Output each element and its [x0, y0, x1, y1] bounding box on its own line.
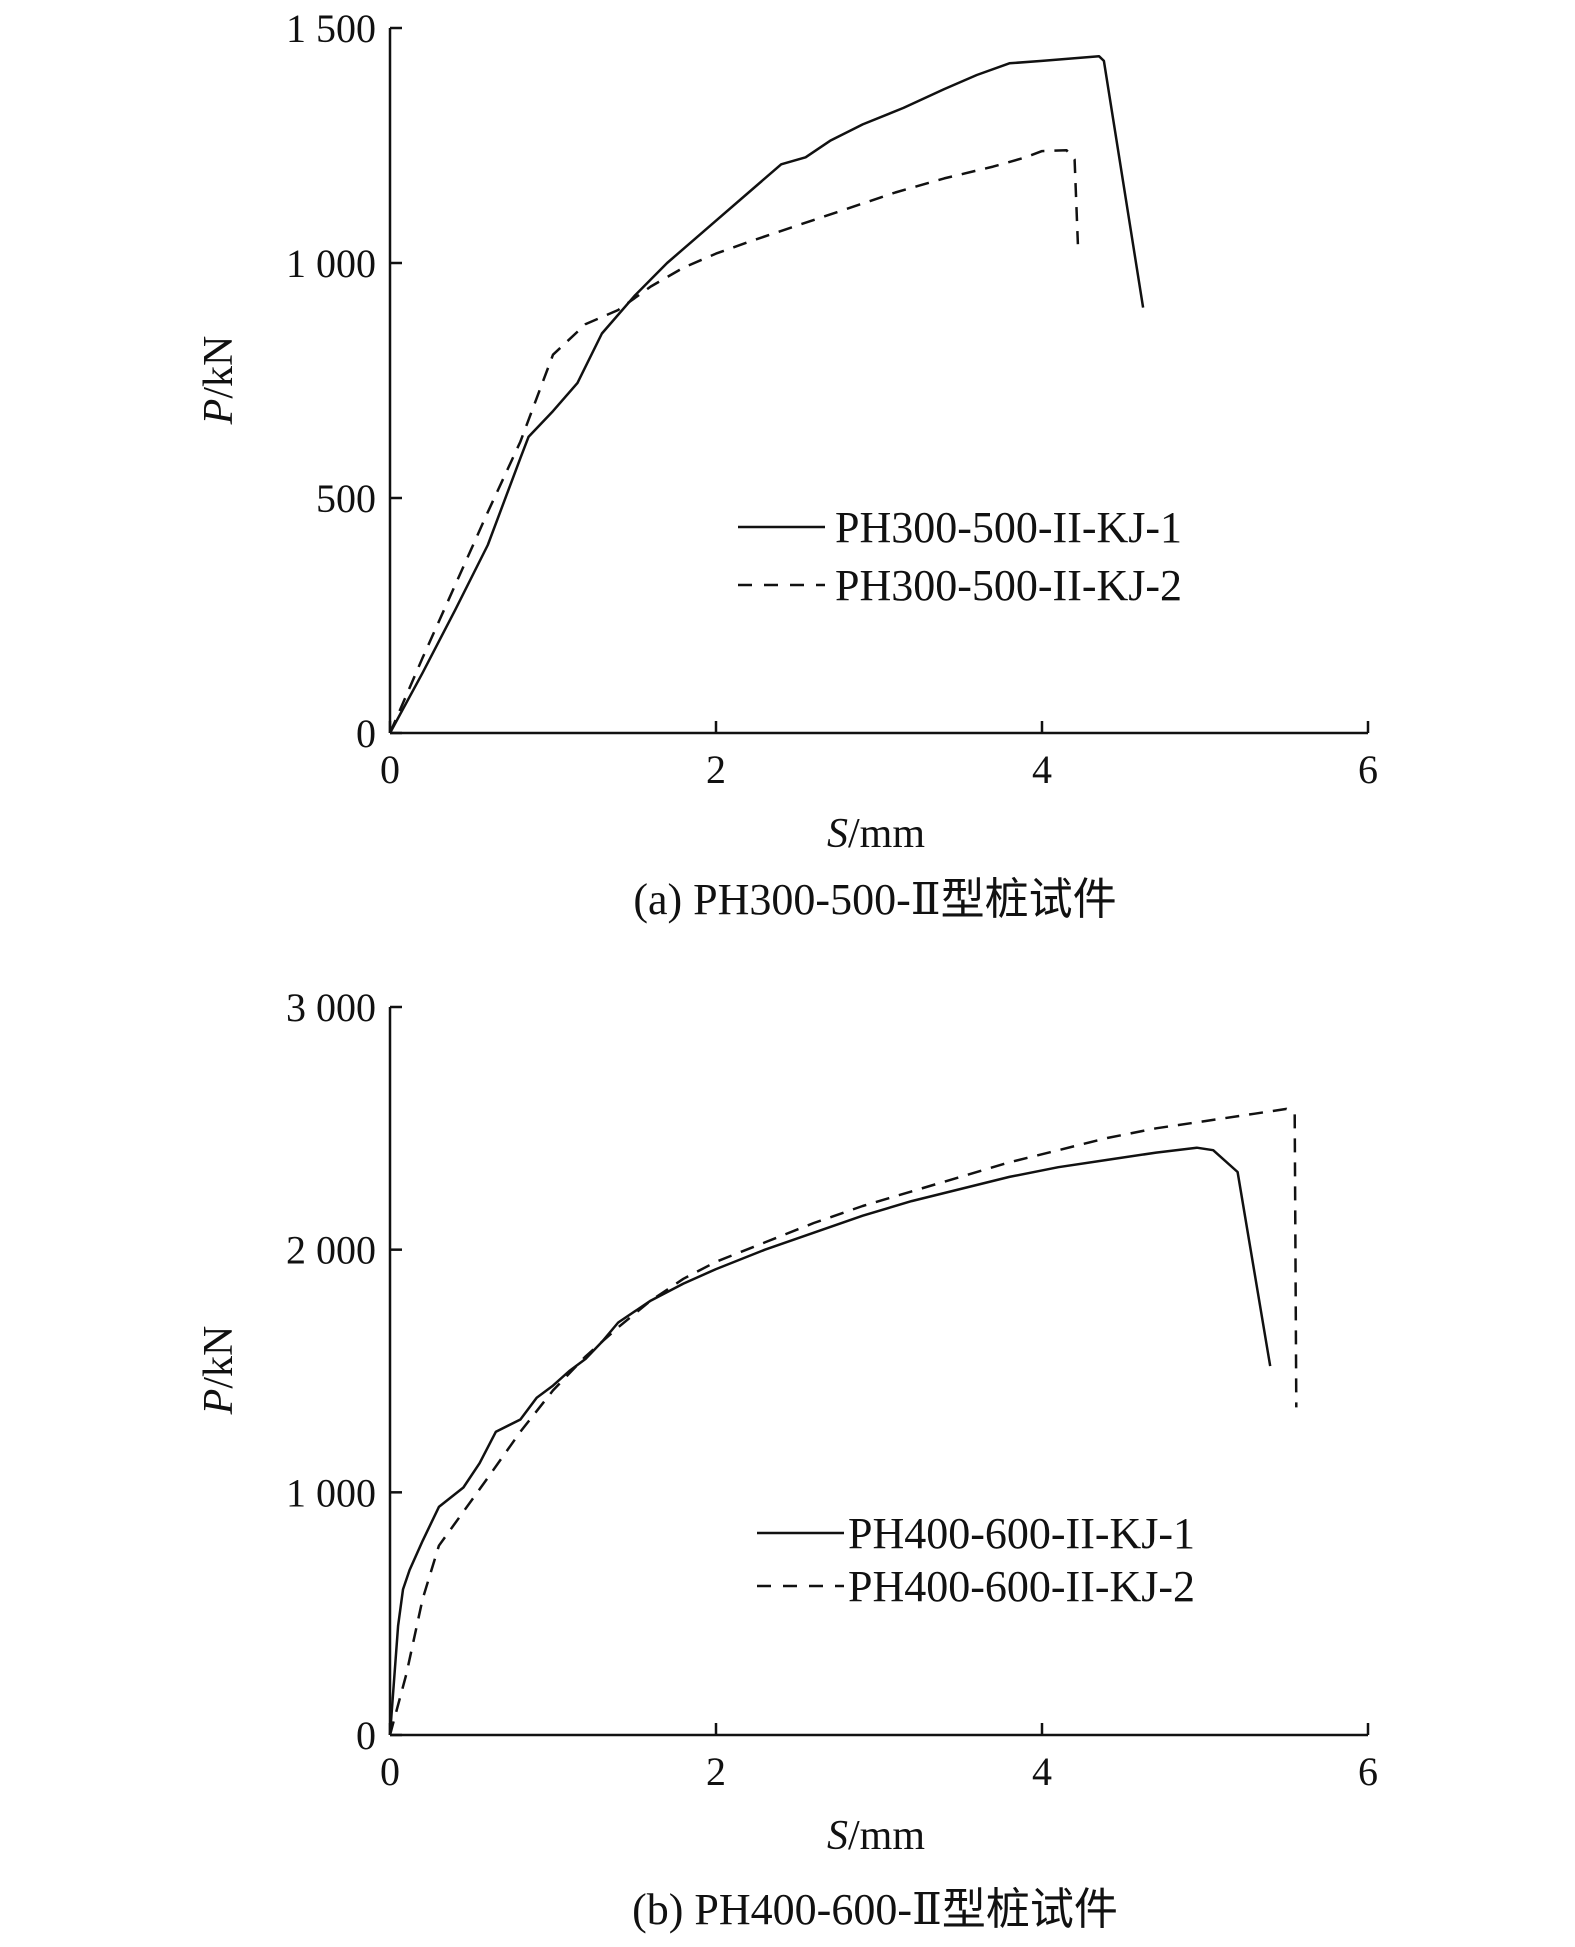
legend-b: PH400-600-II-KJ-1 PH400-600-II-KJ-2 — [757, 1509, 1195, 1611]
legend-a: PH300-500-II-KJ-1 PH300-500-II-KJ-2 — [738, 503, 1182, 610]
chart-panel-b: 0 1 000 2 000 3 000 0 2 4 6 P/kN S/mm PH400-60… — [196, 985, 1378, 1934]
y-ticks-b: 0 1 000 2 000 3 000 — [286, 985, 402, 1758]
series-line-b-1 — [388, 1146, 1272, 1736]
x-axis-label-a: S/mm — [827, 811, 925, 857]
y-tick-label-b-3: 3 000 — [286, 985, 376, 1030]
y-ticks-a: 0 500 1 000 1 500 — [286, 6, 402, 756]
x-ticks-b: 0 2 4 6 — [380, 1723, 1378, 1794]
plot-area-b — [388, 1107, 1298, 1736]
y-tick-label-b-2: 2 000 — [286, 1228, 376, 1273]
y-tick-label-a-2: 1 000 — [286, 241, 376, 286]
plot-area-a — [388, 54, 1145, 734]
x-ticks-a: 0 2 4 6 — [380, 721, 1378, 792]
legend-label-b-1: PH400-600-II-KJ-1 — [848, 1509, 1195, 1558]
y-tick-label-a-3: 1 500 — [286, 6, 376, 51]
y-axis-label-a: P/kN — [196, 336, 242, 426]
x-tick-label-b-0: 0 — [380, 1749, 400, 1794]
caption-b: (b) PH400-600-Ⅱ型桩试件 — [632, 1885, 1118, 1934]
y-axis-label-b: P/kN — [196, 1326, 242, 1416]
legend-label-b-2: PH400-600-II-KJ-2 — [848, 1562, 1195, 1611]
x-tick-label-a-0: 0 — [380, 747, 400, 792]
x-tick-label-b-1: 2 — [706, 1749, 726, 1794]
x-tick-label-b-3: 6 — [1358, 1749, 1378, 1794]
x-tick-label-a-1: 2 — [706, 747, 726, 792]
series-line-b-2 — [388, 1107, 1298, 1736]
y-tick-label-b-1: 1 000 — [286, 1470, 376, 1515]
caption-a: (a) PH300-500-Ⅱ型桩试件 — [633, 875, 1116, 924]
y-tick-label-a-0: 0 — [356, 711, 376, 756]
y-tick-label-b-0: 0 — [356, 1713, 376, 1758]
x-axis-label-b: S/mm — [827, 1813, 925, 1859]
chart-panel-a: 0 500 1 000 1 500 0 2 4 6 P/kN S/mm PH300-500-… — [196, 6, 1378, 924]
series-line-a-2 — [388, 148, 1080, 734]
series-line-a-1 — [388, 54, 1145, 734]
legend-label-a-1: PH300-500-II-KJ-1 — [835, 503, 1182, 552]
x-tick-label-a-3: 6 — [1358, 747, 1378, 792]
x-tick-label-b-2: 4 — [1032, 1749, 1052, 1794]
legend-label-a-2: PH300-500-II-KJ-2 — [835, 561, 1182, 610]
y-tick-label-a-1: 500 — [316, 476, 376, 521]
x-tick-label-a-2: 4 — [1032, 747, 1052, 792]
